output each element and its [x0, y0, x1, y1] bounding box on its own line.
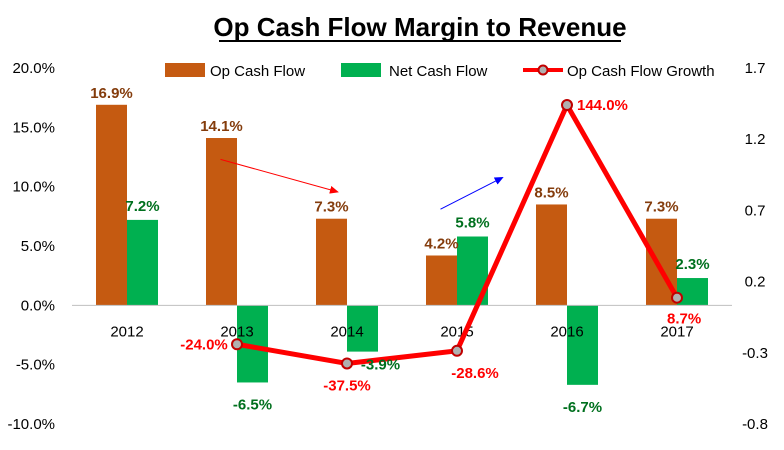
- y-right-tick-label: 1.2: [745, 131, 766, 148]
- data-label-op-cash-flow-growth: 8.7%: [667, 311, 701, 328]
- y-left-tick-label: 10.0%: [12, 179, 55, 196]
- bar-op-cash-flow: [206, 138, 237, 306]
- bar-op-cash-flow: [316, 218, 347, 306]
- bar-net-cash-flow: [127, 219, 158, 306]
- bar-net-cash-flow: [677, 278, 708, 306]
- data-label-net-cash-flow: -3.9%: [361, 357, 400, 374]
- data-label-net-cash-flow: 5.8%: [455, 215, 489, 232]
- legend-label-op-cash-flow-growth: Op Cash Flow Growth: [567, 63, 715, 80]
- line-point-op-cash-flow-growth: [231, 338, 243, 351]
- data-label-op-cash-flow: 8.5%: [534, 184, 568, 201]
- line-point-op-cash-flow-growth: [341, 357, 353, 370]
- red-trend-arrow: [220, 158, 339, 194]
- x-tick-label: 2012: [110, 323, 143, 340]
- data-label-op-cash-flow: 7.3%: [644, 199, 678, 216]
- legend-label-net-cash-flow: Net Cash Flow: [389, 63, 488, 80]
- x-tick-label: 2013: [220, 323, 253, 340]
- blue-trend-arrow: [440, 176, 504, 210]
- data-label-op-cash-flow-growth: -24.0%: [180, 336, 228, 353]
- line-point-op-cash-flow-growth: [561, 99, 573, 112]
- data-label-op-cash-flow: 16.9%: [90, 85, 133, 102]
- y-left-tick-label: 20.0%: [12, 60, 55, 77]
- chart-title: Op Cash Flow Margin to Revenue: [213, 12, 626, 42]
- legend-swatch-net-cash-flow: [341, 63, 381, 77]
- data-label-net-cash-flow: 2.3%: [675, 256, 709, 273]
- y-right-tick-label: 0.2: [745, 274, 766, 291]
- y-right-tick-label: -0.3: [742, 345, 768, 362]
- legend-swatch-op-cash-flow: [165, 63, 205, 77]
- data-label-net-cash-flow: -6.5%: [233, 396, 272, 413]
- y-left-tick-label: 15.0%: [12, 119, 55, 136]
- line-point-op-cash-flow-growth: [671, 291, 683, 304]
- y-right-tick-label: 0.7: [745, 202, 766, 219]
- data-label-op-cash-flow: 4.2%: [424, 235, 458, 252]
- data-label-net-cash-flow: 7.2%: [125, 198, 159, 215]
- legend-label-op-cash-flow: Op Cash Flow: [210, 63, 305, 80]
- legend-marker-op-cash-flow-growth: [537, 64, 549, 76]
- y-left-tick-label: 0.0%: [21, 297, 55, 314]
- bar-net-cash-flow: [347, 305, 378, 352]
- y-left-tick-label: 5.0%: [21, 238, 55, 255]
- data-label-op-cash-flow: 14.1%: [200, 118, 243, 135]
- bar-net-cash-flow: [567, 305, 598, 385]
- bar-op-cash-flow: [426, 255, 457, 306]
- y-left-tick-label: -5.0%: [16, 357, 55, 374]
- y-right-tick-label: 1.7: [745, 60, 766, 77]
- legend: Op Cash Flow Net Cash Flow Op Cash Flow …: [165, 63, 715, 80]
- bar-op-cash-flow: [96, 104, 127, 306]
- data-label-op-cash-flow: 7.3%: [314, 199, 348, 216]
- y-left-tick-label: -10.0%: [7, 416, 55, 433]
- data-label-op-cash-flow-growth: -28.6%: [451, 365, 499, 382]
- y-right-tick-label: -0.8: [742, 416, 768, 433]
- x-tick-label: 2016: [550, 323, 583, 340]
- x-tick-label: 2014: [330, 323, 363, 340]
- x-tick-label: 2017: [660, 323, 693, 340]
- line-point-op-cash-flow-growth: [451, 344, 463, 357]
- data-label-op-cash-flow-growth: -37.5%: [323, 377, 371, 394]
- data-label-op-cash-flow-growth: 144.0%: [577, 97, 628, 114]
- data-label-net-cash-flow: -6.7%: [563, 399, 602, 416]
- bar-op-cash-flow: [536, 204, 567, 306]
